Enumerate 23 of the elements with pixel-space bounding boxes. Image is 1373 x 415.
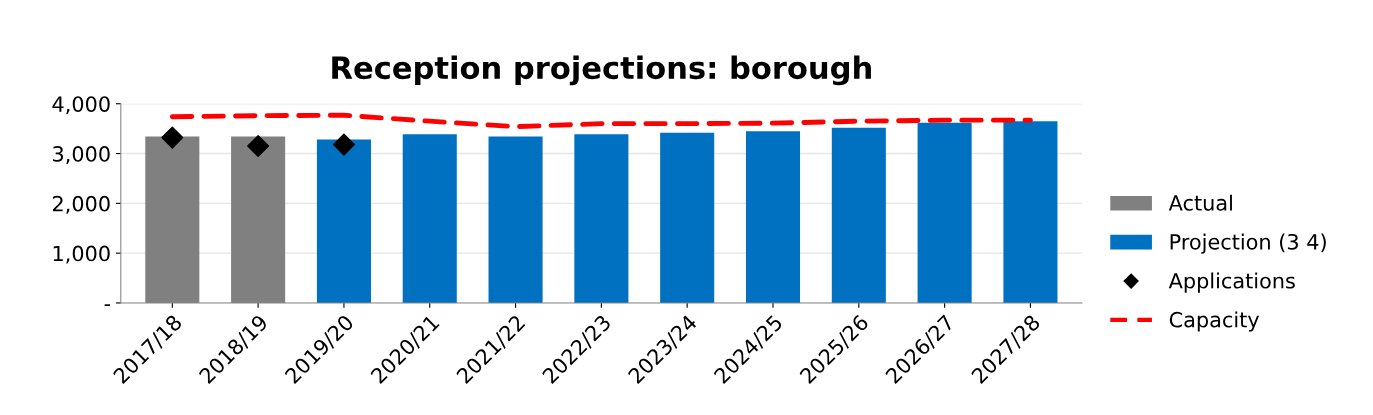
legend-label: Capacity — [1169, 311, 1260, 332]
legend-label: Projection (3 4) — [1170, 233, 1326, 254]
y-tick-label: 1,000 — [53, 245, 110, 264]
y-tick-label: 4,000 — [52, 96, 110, 115]
bar — [316, 139, 371, 303]
bar — [660, 132, 715, 303]
legend-label: Actual — [1168, 194, 1232, 211]
y-tick-label: 3,000 — [53, 146, 110, 164]
bar — [574, 134, 629, 303]
bar — [1003, 121, 1058, 303]
y-tick-label: - — [104, 304, 111, 306]
point — [332, 133, 355, 156]
bar — [831, 127, 886, 303]
legend-label: Applications — [1168, 272, 1295, 293]
bar — [917, 122, 972, 303]
bar — [745, 131, 801, 303]
point — [247, 135, 270, 158]
chart-title: Reception projections: borough — [332, 55, 871, 86]
y-tick-label: 2,000 — [52, 195, 110, 214]
point — [161, 126, 184, 149]
line-series — [169, 112, 1033, 130]
bar — [402, 134, 457, 303]
bar — [488, 136, 543, 303]
